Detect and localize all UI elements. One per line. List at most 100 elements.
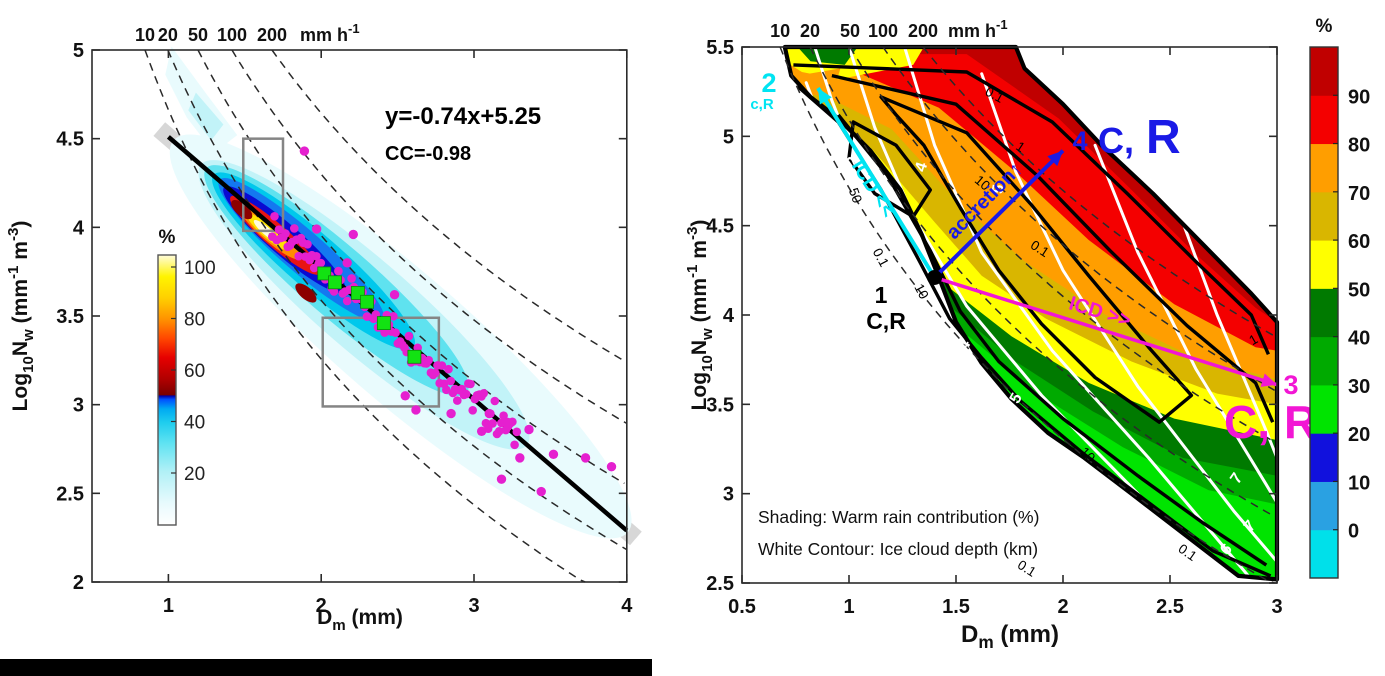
scatter-dot: [453, 396, 462, 405]
point-label: 1: [875, 282, 888, 308]
scatter-dot: [342, 296, 352, 306]
point-label: 4: [1072, 126, 1087, 156]
scatter-dot: [499, 411, 508, 421]
colorbar-tick-label: 50: [1348, 279, 1370, 301]
icd-less-arrow-head: [817, 88, 832, 105]
scatter-dot: [444, 364, 453, 374]
scatter-dot: [334, 266, 343, 276]
scatter-dot: [404, 331, 414, 341]
black-contour: [836, 113, 1268, 567]
black-contour-label: 50: [846, 186, 865, 205]
scatter-dot: [274, 225, 284, 234]
top-axis-unit: mm h-1: [948, 17, 1008, 41]
gray-selection-box-1: [242, 137, 285, 233]
scatter-dot: [510, 440, 519, 450]
scatter-dot: [431, 368, 440, 378]
black-contour-label: 0.1: [1015, 557, 1039, 580]
top-axis-rate-label: 200: [908, 21, 938, 41]
rain-rate-isoline-100: [882, 46, 1275, 391]
y-tick-label: 4: [723, 305, 735, 327]
point-label: R: [1146, 111, 1181, 164]
y-axis-label: Log10Nw (mm-1 m-3): [684, 220, 716, 411]
scatter-dot: [303, 240, 312, 249]
rain-rate-isoline-100: [231, 49, 627, 424]
x-tick-label: 3: [1271, 596, 1282, 618]
x-axis-label: Dm (mm): [961, 621, 1059, 652]
point-label: C,R: [866, 308, 906, 334]
colorbar-segment: [1310, 433, 1338, 482]
x-tick-label: 2: [1057, 596, 1068, 618]
x-tick-label: 1.5: [942, 596, 970, 618]
point-label: c,R: [750, 96, 774, 113]
colorbar-segment: [1310, 288, 1338, 338]
y-tick-label: 2.5: [56, 483, 84, 505]
scatter-outlier-dot: [548, 449, 559, 460]
green-square-marker: [407, 349, 422, 364]
point-1-dot: [927, 269, 943, 285]
scatter-outlier-dot: [389, 290, 400, 300]
point-label: C,: [1224, 396, 1270, 448]
top-axis-rate-label: 50: [188, 25, 208, 45]
scatter-outlier-dot: [580, 453, 591, 463]
scatter-outlier-dot: [496, 474, 507, 484]
scatter-dot: [490, 396, 500, 406]
y-tick-label: 2: [73, 572, 84, 594]
scatter-outlier-dot: [311, 224, 322, 234]
y-tick-label: 5: [73, 40, 84, 62]
y-tick-label: 3: [723, 484, 734, 506]
point-label: 2: [761, 68, 776, 98]
density-patch-1: [188, 92, 224, 141]
point-label: 3: [1283, 370, 1298, 400]
point-label: C,: [1098, 120, 1134, 161]
density-maroon-patch: [231, 199, 253, 220]
x-axis-label: Dm (mm): [317, 606, 403, 634]
white-contour-label: 5: [990, 183, 1008, 195]
y-tick-label: 4.5: [56, 129, 84, 151]
colorbar-tick-label: 20: [1348, 424, 1370, 446]
colorbar-segment: [1310, 47, 1338, 96]
y-tick-label: 4.5: [706, 216, 734, 238]
y-axis-label: Log10Nw (mm-1 m-3): [5, 221, 37, 412]
scatter-outlier-dot: [476, 426, 487, 436]
scatter-outlier-dot: [400, 391, 410, 401]
scatter-dot: [316, 258, 326, 268]
panel-a: 20 40 60 80 100% y=-0.74x+5.25 CC=-0.98 1 2 3 4 2 2.…: [5, 21, 642, 634]
black-contour-label: 10: [972, 172, 993, 193]
scatter-dot: [391, 328, 400, 338]
rain-rate-isoline-20: [809, 46, 1273, 516]
rain-rate-isoline-10: [779, 46, 1275, 584]
colorbar-tick-label: 60: [1348, 231, 1370, 253]
colorbar-tick-label: 60: [184, 361, 205, 382]
panel-a-colorbar: [157, 254, 177, 526]
colorbar-tick-label: 80: [1348, 135, 1370, 157]
scatter-dot: [437, 361, 447, 370]
x-tick-label: 4: [621, 595, 633, 617]
icd-greater-arrow: [934, 275, 1278, 387]
y-tick-label: 5: [723, 126, 734, 148]
colorbar-tick-label: 40: [1348, 328, 1370, 350]
black-contour: [793, 63, 1270, 355]
y-tick-label: 3.5: [706, 394, 734, 416]
rain-rate-isoline-50: [849, 46, 1275, 443]
green-square-marker: [317, 266, 332, 281]
scatter-dot: [461, 389, 471, 399]
colorbar-percent-label: %: [1316, 16, 1333, 37]
rain-rate-isoline-50: [197, 49, 625, 485]
scatter-dot: [347, 274, 356, 283]
colorbar-segment: [1310, 481, 1338, 531]
scatter-dot: [512, 427, 522, 437]
scatter-dot: [494, 427, 504, 436]
density-maroon-patch: [295, 283, 317, 303]
colorbar-tick-label: 20: [184, 464, 205, 485]
x-tick-label: 1: [843, 596, 854, 618]
x-tick-label: 2: [316, 595, 327, 617]
black-contour-label: 10: [911, 281, 931, 301]
colorbar-segment: [1310, 529, 1338, 579]
colorbar-segment: [1310, 240, 1338, 289]
colorbar-tick-label: 10: [1348, 472, 1370, 494]
scatter-outlier-dot: [411, 405, 421, 415]
legend-note-1: White Contour: Ice cloud depth (km): [758, 539, 1038, 559]
accretion-arrow-head: [1047, 150, 1063, 167]
